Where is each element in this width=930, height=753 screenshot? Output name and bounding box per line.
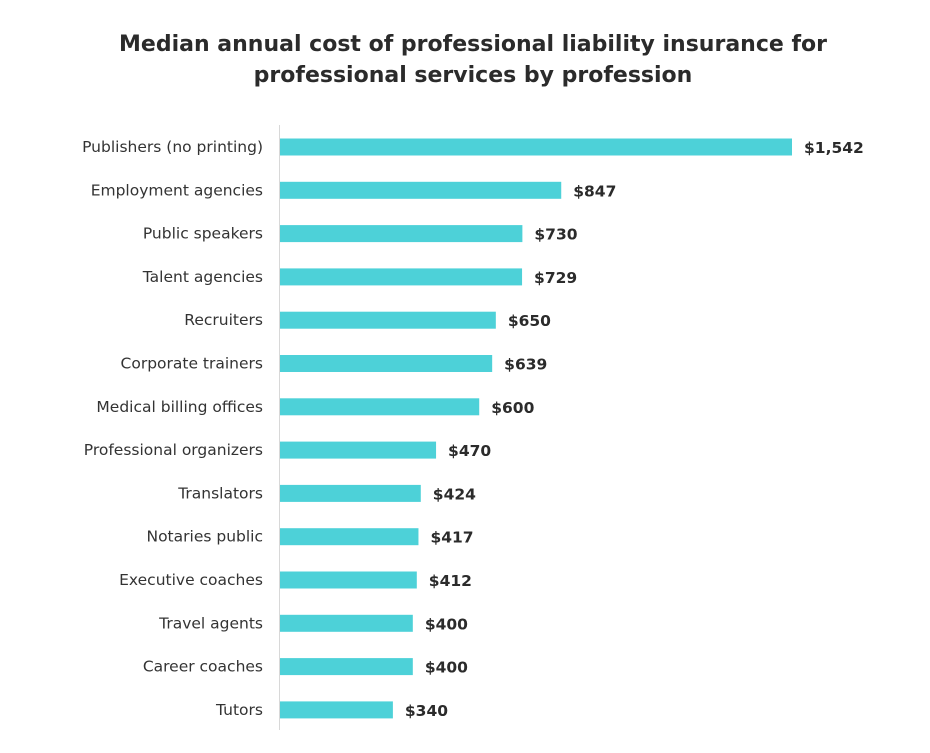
value-label: $424 xyxy=(433,485,476,503)
value-label: $412 xyxy=(429,572,472,590)
bar xyxy=(280,268,523,286)
bar xyxy=(280,441,437,459)
value-label: $1,542 xyxy=(804,139,864,157)
value-label: $650 xyxy=(508,312,551,330)
value-label: $470 xyxy=(448,442,491,460)
category-label: Notaries public xyxy=(146,528,263,546)
category-label: Tutors xyxy=(215,701,263,719)
category-label: Translators xyxy=(177,484,263,502)
category-label: Talent agencies xyxy=(142,268,263,286)
bar xyxy=(280,614,413,632)
chart-title-line-1: Median annual cost of professional liabi… xyxy=(119,32,827,57)
bar xyxy=(280,181,562,199)
chart-title-line-2: professional services by profession xyxy=(254,63,693,88)
value-label: $400 xyxy=(425,615,468,633)
value-label: $729 xyxy=(534,269,577,287)
category-label: Medical billing offices xyxy=(96,398,263,416)
bar xyxy=(280,484,421,502)
bar xyxy=(280,701,393,719)
value-label: $340 xyxy=(405,702,448,720)
bar xyxy=(280,311,496,329)
category-label: Executive coaches xyxy=(119,571,263,589)
bar xyxy=(280,138,792,156)
value-label: $417 xyxy=(430,529,473,547)
bar xyxy=(280,398,480,416)
value-label: $847 xyxy=(573,182,616,200)
bar xyxy=(280,528,419,546)
bar xyxy=(280,658,413,676)
category-label: Career coaches xyxy=(143,658,263,676)
category-label: Employment agencies xyxy=(91,181,263,199)
bar xyxy=(280,355,493,372)
category-label: Travel agents xyxy=(158,614,263,632)
bars-layer: Publishers (no printing) $1,542 Employment… xyxy=(82,138,864,720)
value-label: $600 xyxy=(491,399,534,417)
category-label: Professional organizers xyxy=(84,441,263,459)
category-label: Public speakers xyxy=(143,225,263,243)
category-label: Recruiters xyxy=(184,311,263,329)
value-label: $730 xyxy=(534,226,577,244)
bar xyxy=(280,225,523,243)
value-label: $400 xyxy=(425,659,468,677)
category-label: Publishers (no printing) xyxy=(82,138,263,156)
value-label: $639 xyxy=(504,356,547,374)
category-label: Corporate trainers xyxy=(121,355,263,373)
bar xyxy=(280,571,417,589)
